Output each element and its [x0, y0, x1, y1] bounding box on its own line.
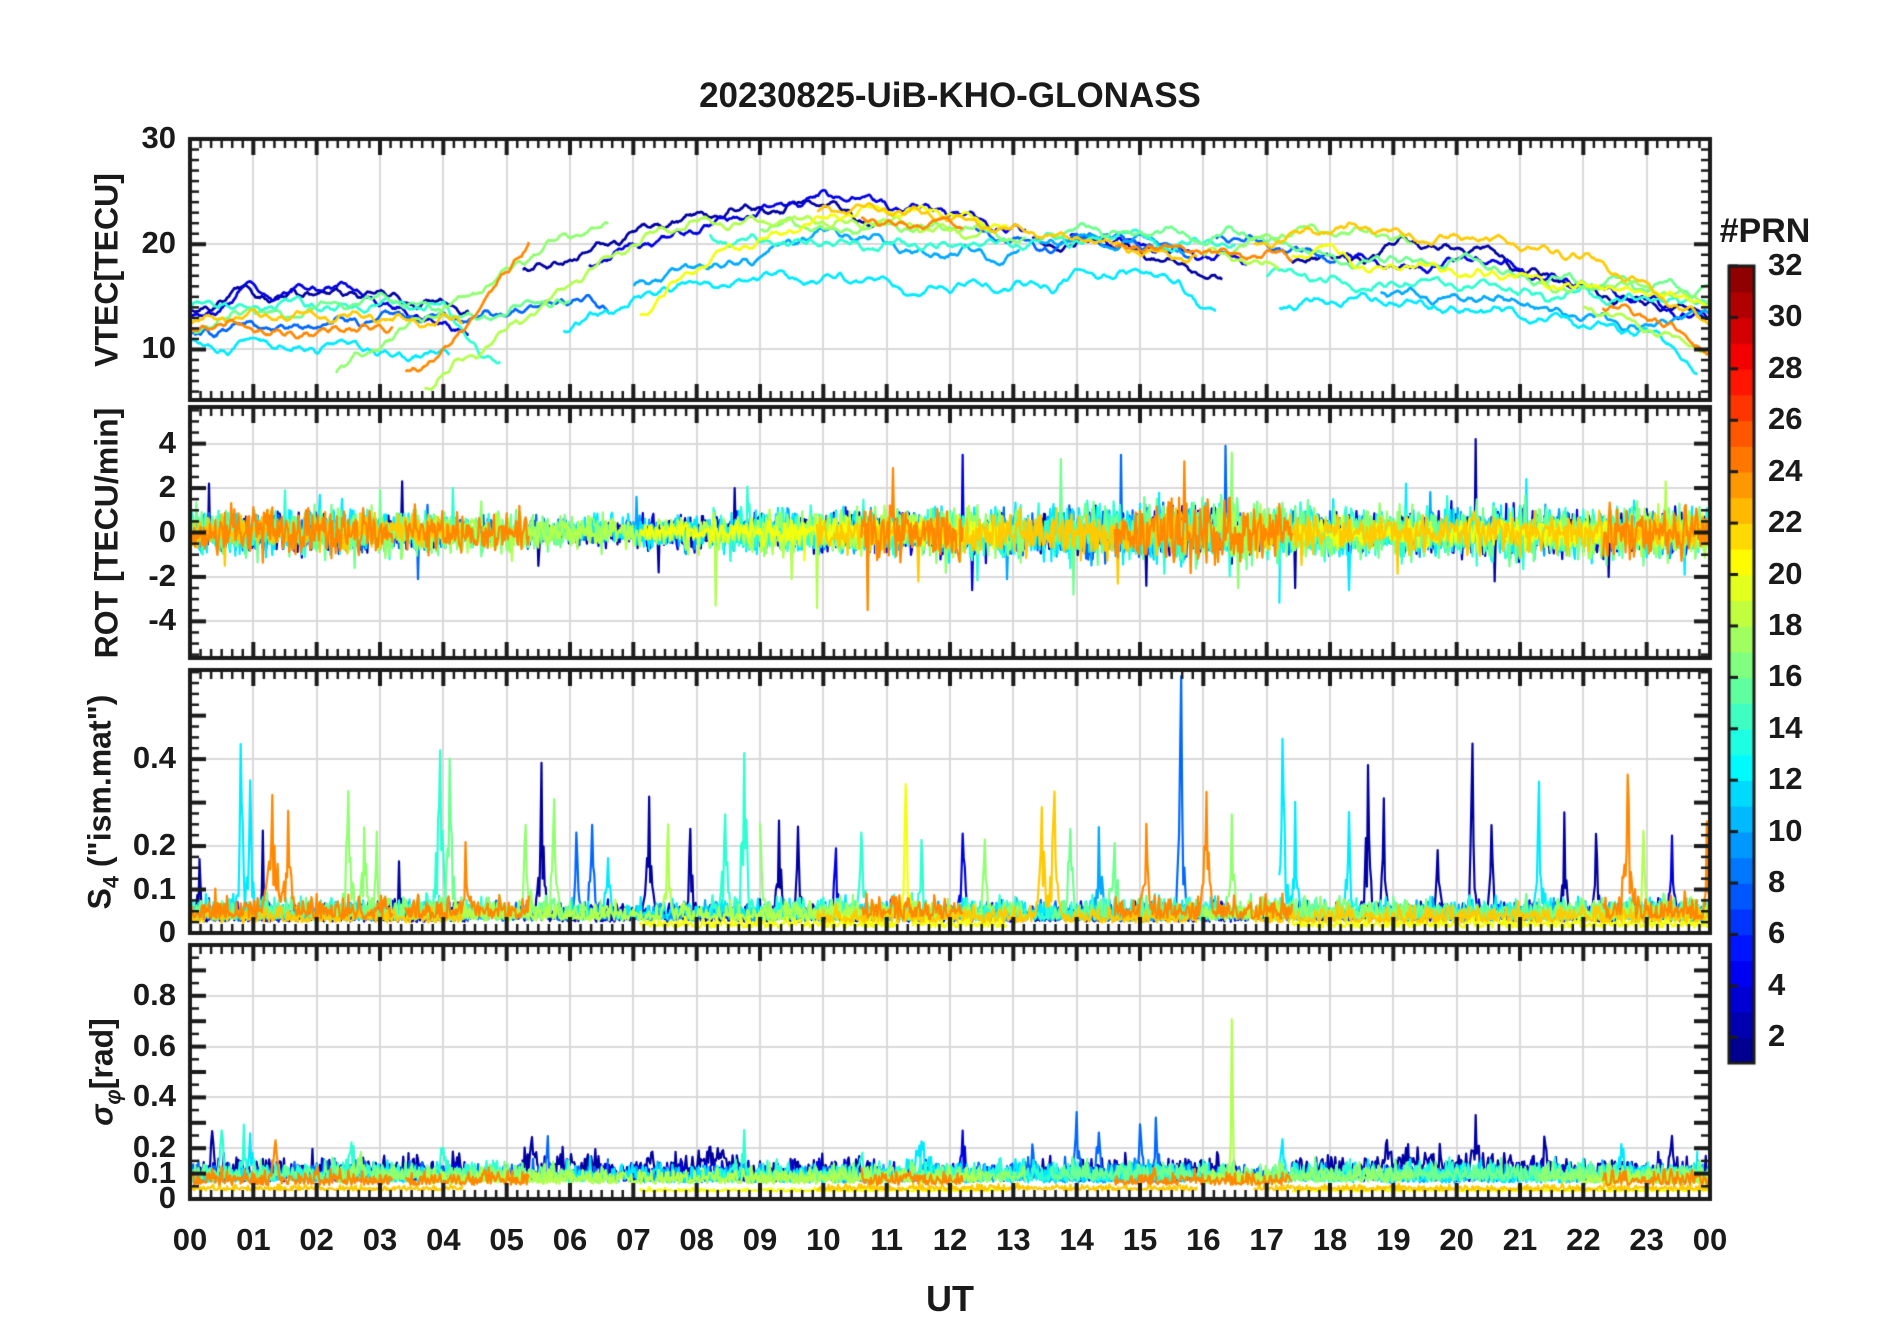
- y-tick-label: 0.4: [132, 1078, 176, 1114]
- x-tick-label: 10: [806, 1222, 841, 1257]
- y-tick-label: 4: [158, 424, 176, 460]
- colorbar-tick-label: 22: [1768, 504, 1803, 540]
- y-tick-label: 0: [158, 914, 176, 949]
- y-tick-label: 0: [158, 1180, 176, 1215]
- y-tick-label: 0.6: [132, 1027, 176, 1063]
- x-tick-label: 09: [742, 1222, 778, 1257]
- colorbar-tick-label: 4: [1768, 966, 1786, 1002]
- colorbar-title: #PRN: [1719, 212, 1811, 250]
- x-tick-label: 00: [172, 1222, 208, 1257]
- colorbar-tick-label: 10: [1768, 812, 1803, 848]
- x-tick-label: 07: [616, 1222, 651, 1257]
- x-tick-label: 21: [1502, 1222, 1538, 1257]
- y-tick-label: -2: [148, 557, 176, 593]
- x-tick-label: 15: [1122, 1222, 1158, 1257]
- x-tick-label: 14: [1059, 1222, 1094, 1257]
- x-tick-label: 00: [1692, 1222, 1728, 1257]
- colorbar-tick-label: 14: [1768, 709, 1803, 745]
- x-tick-label: 01: [236, 1222, 271, 1257]
- y-tick-label: 0: [158, 513, 176, 549]
- colorbar-tick-label: 26: [1768, 401, 1803, 437]
- y-tick-label: -4: [148, 602, 176, 638]
- x-tick-label: 23: [1629, 1222, 1664, 1257]
- colorbar-tick-label: 8: [1768, 864, 1786, 900]
- colorbar-tick-label: 30: [1768, 298, 1803, 334]
- x-tick-label: 03: [362, 1222, 398, 1257]
- x-tick-label: 19: [1376, 1222, 1411, 1257]
- x-tick-label: 05: [489, 1222, 524, 1257]
- colorbar-tick-label: 12: [1768, 761, 1803, 797]
- y-tick-label: 0.8: [132, 976, 176, 1012]
- y-tick-label: 0.1: [132, 870, 176, 906]
- y-tick-label: 10: [141, 330, 176, 366]
- colorbar-tick-label: 24: [1768, 452, 1803, 488]
- x-tick-label: 22: [1566, 1222, 1601, 1257]
- page-title: 20230825-UiB-KHO-GLONASS: [699, 76, 1201, 115]
- x-axis-label: UT: [926, 1278, 974, 1319]
- y-tick-label: 20: [141, 225, 176, 261]
- colorbar-tick-label: 18: [1768, 606, 1803, 642]
- colorbar-tick-label: 6: [1768, 915, 1786, 951]
- colorbar-tick-label: 20: [1768, 555, 1803, 591]
- y-tick-label: 2: [158, 469, 176, 505]
- x-tick-label: 17: [1249, 1222, 1284, 1257]
- x-tick-label: 18: [1312, 1222, 1348, 1257]
- y-tick-label: 0.4: [132, 740, 176, 776]
- y-tick-label: 0.2: [132, 1129, 176, 1165]
- colorbar-tick-label: 16: [1768, 658, 1803, 694]
- x-tick-label: 11: [870, 1222, 904, 1257]
- y-tick-label: 0.1: [132, 1154, 176, 1190]
- colorbar-tick-label: 2: [1768, 1018, 1786, 1054]
- x-tick-label: 02: [299, 1222, 334, 1257]
- x-tick-label: 13: [996, 1222, 1031, 1257]
- x-tick-label: 06: [552, 1222, 588, 1257]
- x-tick-label: 16: [1186, 1222, 1221, 1257]
- colorbar-tick-label: 28: [1768, 349, 1803, 385]
- y-tick-label: 30: [141, 120, 176, 155]
- x-tick-label: 04: [426, 1222, 461, 1257]
- colorbar-tick-label: 32: [1768, 247, 1803, 282]
- y-tick-label: 0.2: [132, 827, 176, 863]
- x-tick-label: 12: [932, 1222, 968, 1257]
- x-tick-label: 08: [679, 1222, 714, 1257]
- x-tick-label: 20: [1439, 1222, 1474, 1257]
